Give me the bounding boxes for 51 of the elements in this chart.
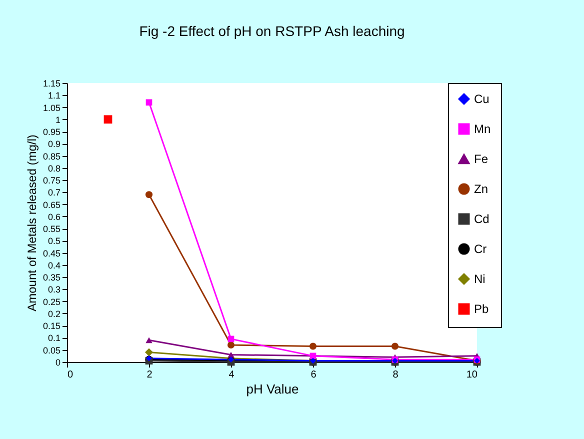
y-tick-label: 0.4 <box>48 260 60 270</box>
point <box>146 337 152 344</box>
point <box>228 352 234 358</box>
legend-label: Pb <box>474 302 490 316</box>
y-tick-label: 0.65 <box>42 200 60 210</box>
y-tick-label: 0.8 <box>48 163 60 174</box>
y-tick-label: 0.35 <box>42 272 60 283</box>
x-tick-label: 8 <box>392 370 399 380</box>
x-axis-title: pH Value <box>246 382 299 396</box>
y-tick-label: 0.25 <box>42 296 60 307</box>
y-tick-label: 0.9 <box>48 139 60 150</box>
y-tick-label: 0.7 <box>48 188 60 198</box>
y-tick-label: 0.55 <box>42 224 60 234</box>
y-tick-label: 0.5 <box>48 236 60 246</box>
point <box>146 99 152 106</box>
y-tick-label: 0.15 <box>42 321 60 332</box>
y-tick-label: 0.1 <box>48 333 60 344</box>
y-tick-label: 0.6 <box>48 212 60 222</box>
chart-title: Fig -2 Effect of pH on RSTPP Ash leaching <box>139 23 405 39</box>
x-tick-label: 10 <box>466 370 478 380</box>
legend-label: Mn <box>474 122 491 136</box>
point <box>144 348 154 356</box>
y-tick-label: 0.05 <box>42 345 60 356</box>
legend-label: Fe <box>474 152 488 166</box>
legend-label: Cu <box>474 92 490 106</box>
y-tick-label: 0.75 <box>42 176 60 186</box>
y-tick-label: 0.2 <box>48 308 60 319</box>
point <box>309 342 317 350</box>
y-tick-label: 0.85 <box>42 151 60 162</box>
point <box>391 342 399 350</box>
point <box>228 336 234 342</box>
y-tick-label: 1.1 <box>48 90 60 101</box>
legend-label: Cd <box>474 212 490 226</box>
y-tick-label: 0.3 <box>48 284 60 295</box>
y-tick-label: 0.95 <box>42 127 60 138</box>
y-tick-label: 1.15 <box>42 78 60 88</box>
y-axis-title: Amount of Metals released (mg/l) <box>24 134 39 312</box>
legend-label: Ni <box>474 272 486 286</box>
y-tick-label: 1.05 <box>42 102 60 113</box>
legend-label: Zn <box>474 182 488 196</box>
x-tick-label: 6 <box>310 370 317 380</box>
x-tick-label: 2 <box>146 370 153 380</box>
y-tick-label: 0.45 <box>42 248 60 258</box>
point <box>227 341 235 349</box>
y-tick-label: 1 <box>55 114 60 125</box>
point <box>104 115 112 124</box>
point <box>145 191 153 198</box>
legend-label: Cr <box>474 242 487 256</box>
x-tick-label: 0 <box>68 370 74 380</box>
y-tick-label: 0 <box>55 358 60 368</box>
x-tick-label: 4 <box>228 370 235 380</box>
